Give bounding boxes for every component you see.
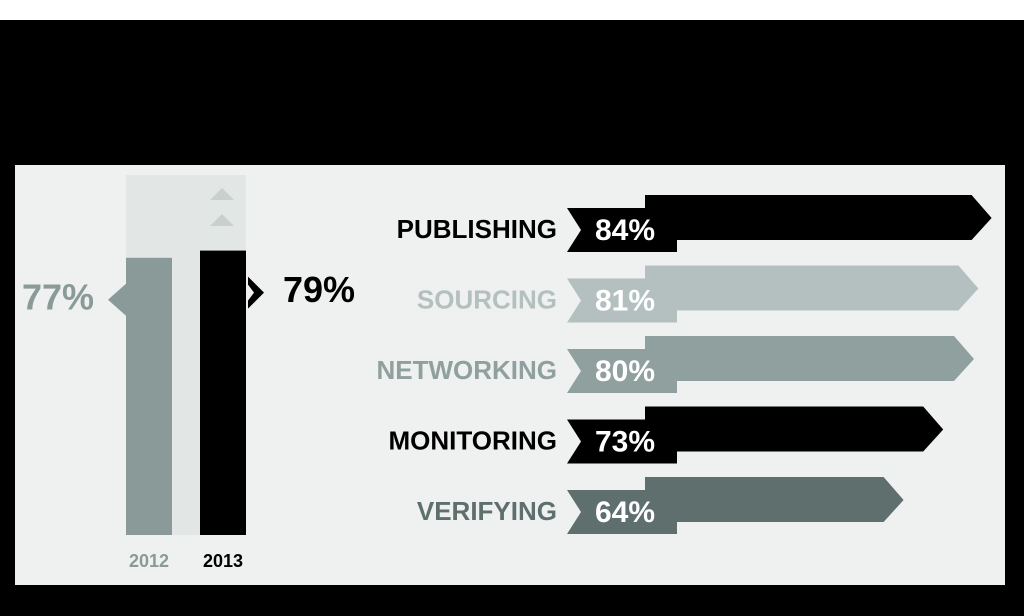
value-label: 77%: [22, 276, 94, 317]
bar: [200, 250, 246, 535]
tag: [567, 278, 677, 323]
category-label: MONITORING: [388, 425, 557, 455]
value-label: 80%: [595, 355, 655, 388]
year-label: 2013: [203, 551, 243, 571]
tag: [567, 349, 677, 393]
value-label: 64%: [595, 496, 655, 529]
bar: [645, 336, 974, 381]
value-label: 73%: [595, 425, 655, 458]
pointer: [108, 283, 126, 316]
category-label: PUBLISHING: [397, 214, 557, 244]
value-label: 84%: [595, 214, 655, 247]
tag: [567, 208, 677, 252]
tag: [567, 419, 677, 464]
category-label: SOURCING: [417, 284, 557, 314]
value-label: 79%: [283, 269, 355, 310]
year-label: 2012: [129, 551, 169, 571]
category-label: VERIFYING: [417, 496, 557, 526]
up-arrows: [210, 188, 234, 226]
bar: [645, 265, 979, 311]
bar: [645, 406, 944, 452]
bar: [126, 257, 172, 535]
bar: [645, 195, 992, 240]
bar: [645, 477, 904, 522]
pointer: [248, 276, 264, 309]
value-label: 81%: [595, 284, 655, 317]
category-label: NETWORKING: [376, 355, 557, 385]
tag: [567, 490, 677, 534]
